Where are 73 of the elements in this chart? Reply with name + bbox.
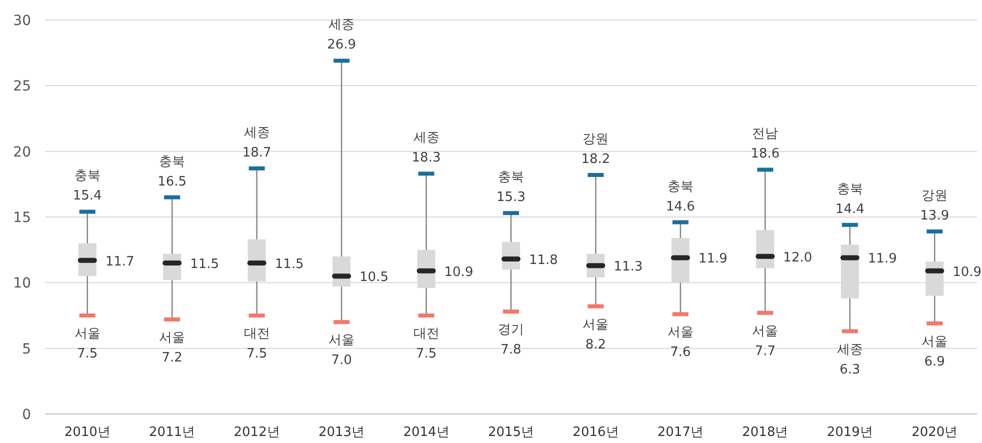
y-tick-label: 10 [13,276,31,292]
x-tick-label: 2012년 [234,425,280,440]
x-tick-label: 2013년 [318,425,365,440]
annotation: 서울 [582,317,609,332]
annotation: 충북 [159,154,186,170]
annotation: 세종 [244,125,270,140]
annotation: 세종 [836,342,863,358]
annotation: 전남 [752,126,778,142]
annotation: 6.9 [924,354,945,370]
annotation: 15.3 [496,190,526,206]
x-tick-label: 2015년 [488,425,534,440]
annotation: 11.3 [614,260,643,275]
annotation: 11.9 [868,252,897,267]
annotation: 11.5 [274,256,304,272]
y-tick-label: 0 [22,407,31,423]
annotation: 7.5 [246,346,268,362]
annotation: 경기 [498,322,524,338]
annotation: 대전 [413,326,440,342]
annotation: 서울 [667,325,694,340]
annotation: 11.9 [698,252,728,267]
x-tick-label: 2020년 [912,425,958,440]
annotation: 충북 [836,182,863,197]
annotation: 서울 [159,330,186,346]
x-tick-label: 2011년 [149,425,196,440]
annotation: 7.0 [331,353,352,368]
annotation: 세종 [413,130,440,146]
annotation: 11.8 [529,253,558,268]
annotation: 10.5 [360,270,388,286]
annotation: 7.2 [162,350,182,366]
annotation: 강원 [922,188,948,204]
annotation: 7.7 [754,344,776,359]
annotation: 10.9 [952,264,982,280]
annotation: 서울 [922,334,948,350]
annotation: 서울 [752,324,778,339]
annotation: 강원 [582,132,609,147]
annotation: 26.9 [327,38,356,53]
x-tick-label: 2010년 [64,425,110,440]
annotation: 6.3 [840,362,860,378]
x-tick-label: 2018년 [742,425,788,440]
annotation: 14.4 [835,202,864,217]
annotation: 세종 [328,18,355,33]
annotation: 10.9 [444,264,474,280]
annotation: 7.8 [500,342,522,358]
y-tick-label: 5 [22,341,31,358]
annotation: 대전 [244,326,270,342]
x-tick-label: 2014년 [403,425,450,440]
x-tick-label: 2016년 [572,425,619,440]
annotation: 18.6 [750,146,780,162]
annotation: 충북 [74,168,100,184]
annotation: 18.2 [581,152,610,167]
annotation: 16.5 [158,174,187,190]
annotation: 11.5 [190,256,220,272]
annotation: 7.6 [670,345,691,360]
annotation: 18.7 [242,145,272,160]
annotation: 7.5 [77,346,98,362]
annotation: 18.3 [412,150,441,166]
annotation: 충북 [667,179,694,194]
annotation: 12.0 [783,250,812,266]
annotation: 충북 [498,170,524,186]
annotation: 13.9 [920,208,950,224]
annotation: 7.5 [416,346,437,362]
x-tick-label: 2017년 [657,425,704,440]
annotation: 15.4 [72,188,102,204]
annotation: 서울 [74,326,100,342]
y-tick-label: 30 [13,13,31,29]
annotation: 서울 [328,333,355,348]
annotation: 8.2 [585,337,606,352]
y-tick-label: 25 [13,78,31,95]
annotation: 14.6 [666,199,695,214]
y-tick-label: 15 [13,210,31,226]
annotation: 11.7 [105,254,134,270]
y-tick-label: 20 [13,144,31,160]
x-tick-label: 2019년 [826,425,873,440]
